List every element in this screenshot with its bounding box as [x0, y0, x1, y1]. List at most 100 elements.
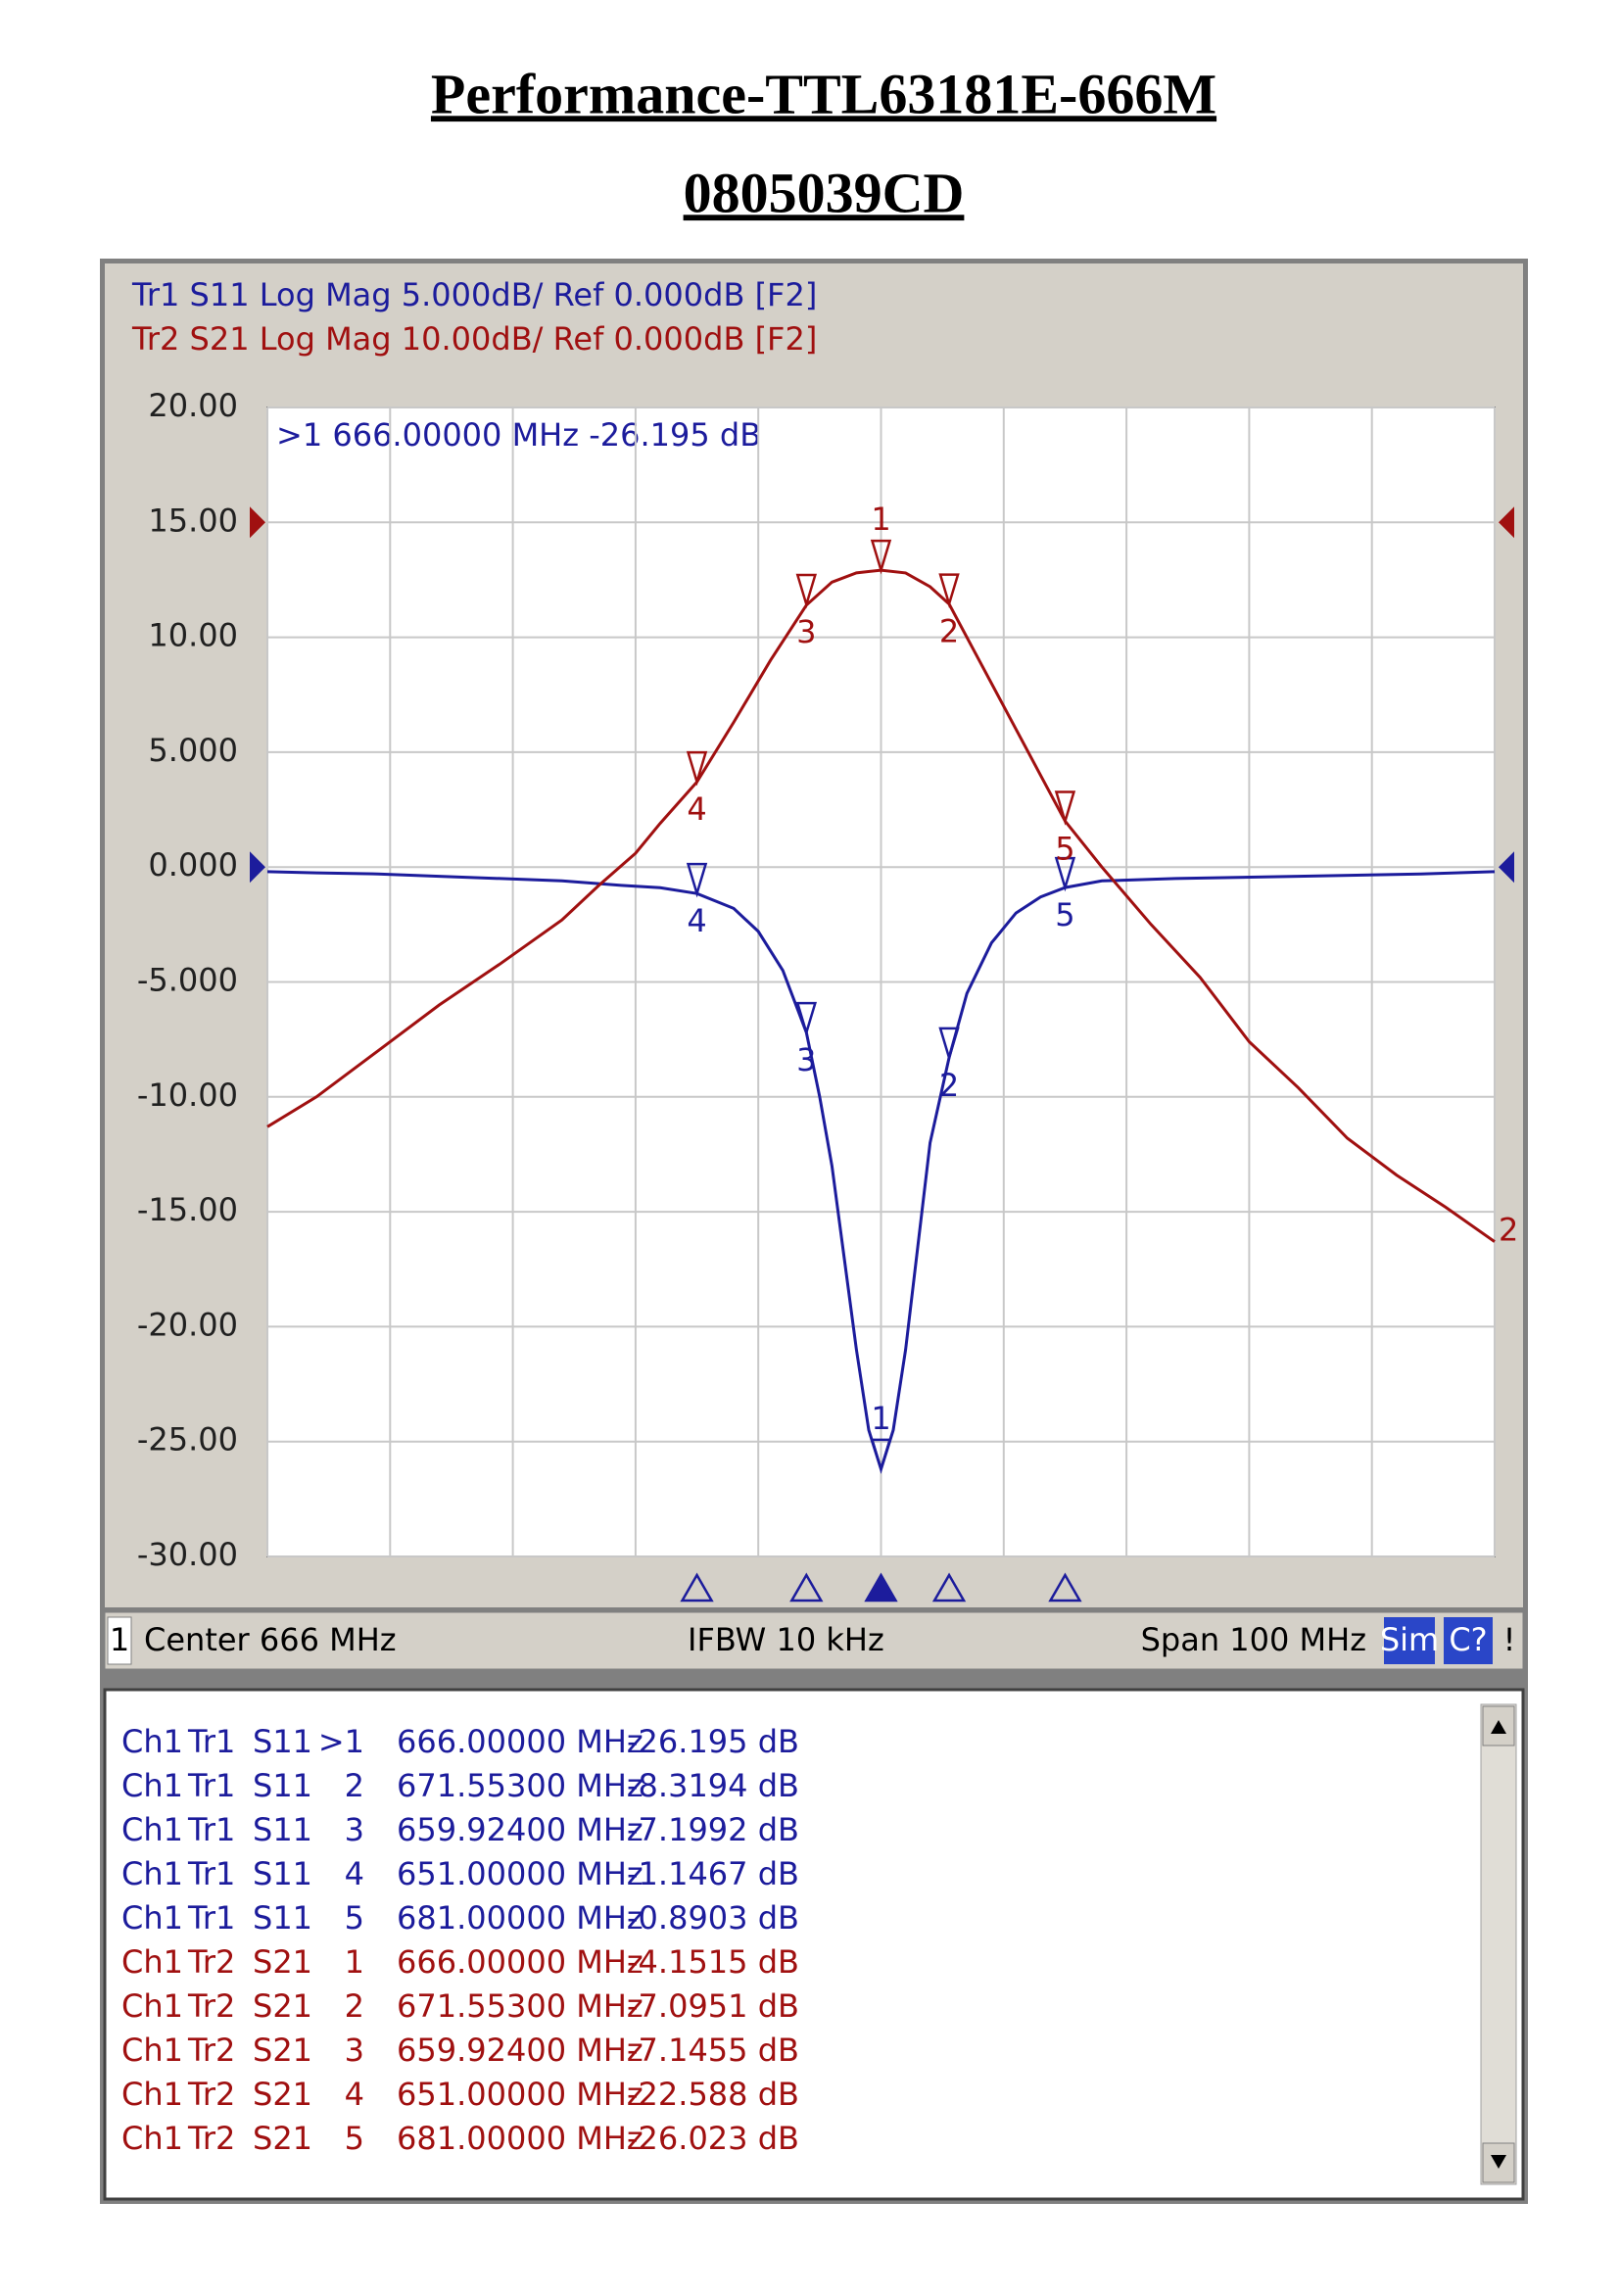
span: Span 100 MHz	[1141, 1621, 1366, 1658]
marker	[686, 862, 708, 898]
marker	[870, 539, 892, 575]
ref-arrow	[1499, 506, 1514, 539]
y-tick-label: 0.000	[148, 846, 238, 884]
table-cell: Tr1	[187, 1723, 235, 1760]
ref-arrow	[250, 851, 265, 884]
marker-label: 1	[871, 501, 890, 538]
table-cell: 666.00000 MHz	[397, 1723, 643, 1760]
table-cell: Tr2	[187, 1943, 235, 1981]
table-cell: S21	[253, 1987, 312, 2025]
table-cell: S11	[253, 1811, 312, 1848]
table-cell: Tr1	[187, 1855, 235, 1892]
marker-table-panel	[103, 1688, 1525, 2201]
sim: Sim	[1380, 1621, 1439, 1658]
table-cell: 2	[345, 1987, 364, 2025]
marker-label: 2	[939, 613, 959, 650]
y-tick-label: 5.000	[148, 732, 238, 769]
center: Center 666 MHz	[144, 1621, 397, 1658]
scroll-up-arrow	[1491, 1720, 1506, 1734]
table-cell: S21	[253, 2032, 312, 2069]
table-cell: 651.00000 MHz	[397, 2076, 643, 2113]
table-cell: -4.1515 dB	[627, 1943, 799, 1981]
table-cell: 671.55300 MHz	[397, 1767, 643, 1804]
table-cell: S11	[253, 1855, 312, 1892]
marker	[938, 1027, 960, 1063]
stimulus-marker	[864, 1572, 898, 1602]
table-cell: Ch1	[121, 2076, 183, 2113]
table-cell: 659.92400 MHz	[397, 2032, 643, 2069]
table-cell: Ch1	[121, 1767, 183, 1804]
table-cell: -7.1455 dB	[627, 2032, 799, 2069]
table-cell: 659.92400 MHz	[397, 1811, 643, 1848]
table-cell: 3	[345, 2032, 364, 2069]
marker	[686, 750, 708, 787]
y-tick-label: -5.000	[137, 962, 238, 999]
table-cell: 681.00000 MHz	[397, 2120, 643, 2157]
table-cell: Tr1	[187, 1767, 235, 1804]
table-cell: Ch1	[121, 2032, 183, 2069]
cal-box[interactable]	[1444, 1617, 1493, 1664]
marker	[870, 1438, 892, 1474]
dynamic: Tr1 S11 Log Mag 5.000dB/ Ref 0.000dB [F2…	[107, 276, 1518, 2157]
y-tick-label: -10.00	[137, 1076, 238, 1114]
trace-header: Tr2 S21 Log Mag 10.00dB/ Ref 0.000dB [F2…	[131, 320, 817, 358]
table-cell: 4	[345, 2076, 364, 2113]
table-cell: -7.1992 dB	[627, 1811, 799, 1848]
trace-end-label: 2	[1499, 1212, 1518, 1249]
marker	[1054, 856, 1076, 892]
table-cell: 1	[345, 1943, 364, 1981]
table-cell: S21	[253, 2076, 312, 2113]
trace	[266, 870, 1496, 1474]
table-cell: -8.3194 dB	[627, 1767, 799, 1804]
trace	[266, 568, 1496, 1243]
y-tick-label: 10.00	[148, 617, 238, 654]
marker	[795, 573, 817, 609]
table-cell: Ch1	[121, 1943, 183, 1981]
table-cell: 5	[345, 1899, 364, 1937]
table-cell: -0.8903 dB	[627, 1899, 799, 1937]
marker	[938, 573, 960, 608]
marker	[795, 1001, 817, 1037]
table-cell: S21	[253, 1943, 312, 1981]
table-cell: S11	[253, 1723, 312, 1760]
y-tick-label: -20.00	[137, 1306, 238, 1343]
sim-box[interactable]	[1384, 1617, 1435, 1664]
channel: 1	[110, 1621, 129, 1658]
cal: C?	[1449, 1621, 1487, 1658]
trace-header: Tr1 S11 Log Mag 5.000dB/ Ref 0.000dB [F2…	[131, 276, 817, 313]
scrollbar[interactable]	[1480, 1703, 1517, 2185]
status-bar	[104, 1611, 1524, 1670]
table-cell: S21	[253, 2120, 312, 2157]
marker-label: 3	[796, 1041, 816, 1078]
scroll-down-arrow	[1491, 2155, 1506, 2169]
table-cell: 666.00000 MHz	[397, 1943, 643, 1981]
stimulus-marker	[1048, 1572, 1082, 1602]
y-tick-label: 15.00	[148, 502, 238, 539]
stimulus-marker	[680, 1572, 714, 1602]
table-cell: 651.00000 MHz	[397, 1855, 643, 1892]
table-cell: Ch1	[121, 1987, 183, 2025]
marker-label: 5	[1055, 831, 1074, 868]
table-cell: 681.00000 MHz	[397, 1899, 643, 1937]
ref-arrow	[1499, 851, 1514, 884]
channel-box	[107, 1616, 132, 1665]
marker-label: 3	[796, 613, 816, 650]
table-cell: -26.195 dB	[627, 1723, 799, 1760]
table-cell: 3	[345, 1811, 364, 1848]
subtitle: 0805039CD	[684, 161, 965, 224]
table-cell: 671.55300 MHz	[397, 1987, 643, 2025]
y-tick-label: -30.00	[137, 1536, 238, 1573]
table-cell: 2	[345, 1767, 364, 1804]
table-cell: 5	[345, 2120, 364, 2157]
title: Performance-TTL63181E-666M	[431, 62, 1216, 125]
table-cell: -1.1467 dB	[627, 1855, 799, 1892]
marker-label: 4	[687, 790, 706, 828]
table-cell: Tr2	[187, 1987, 235, 2025]
table-cell: Tr1	[187, 1811, 235, 1848]
y-tick-label: 20.00	[148, 387, 238, 424]
table-cell: Ch1	[121, 2120, 183, 2157]
y-tick-label: -15.00	[137, 1191, 238, 1228]
marker-label: 4	[687, 902, 706, 939]
marker-label: 5	[1055, 896, 1074, 933]
